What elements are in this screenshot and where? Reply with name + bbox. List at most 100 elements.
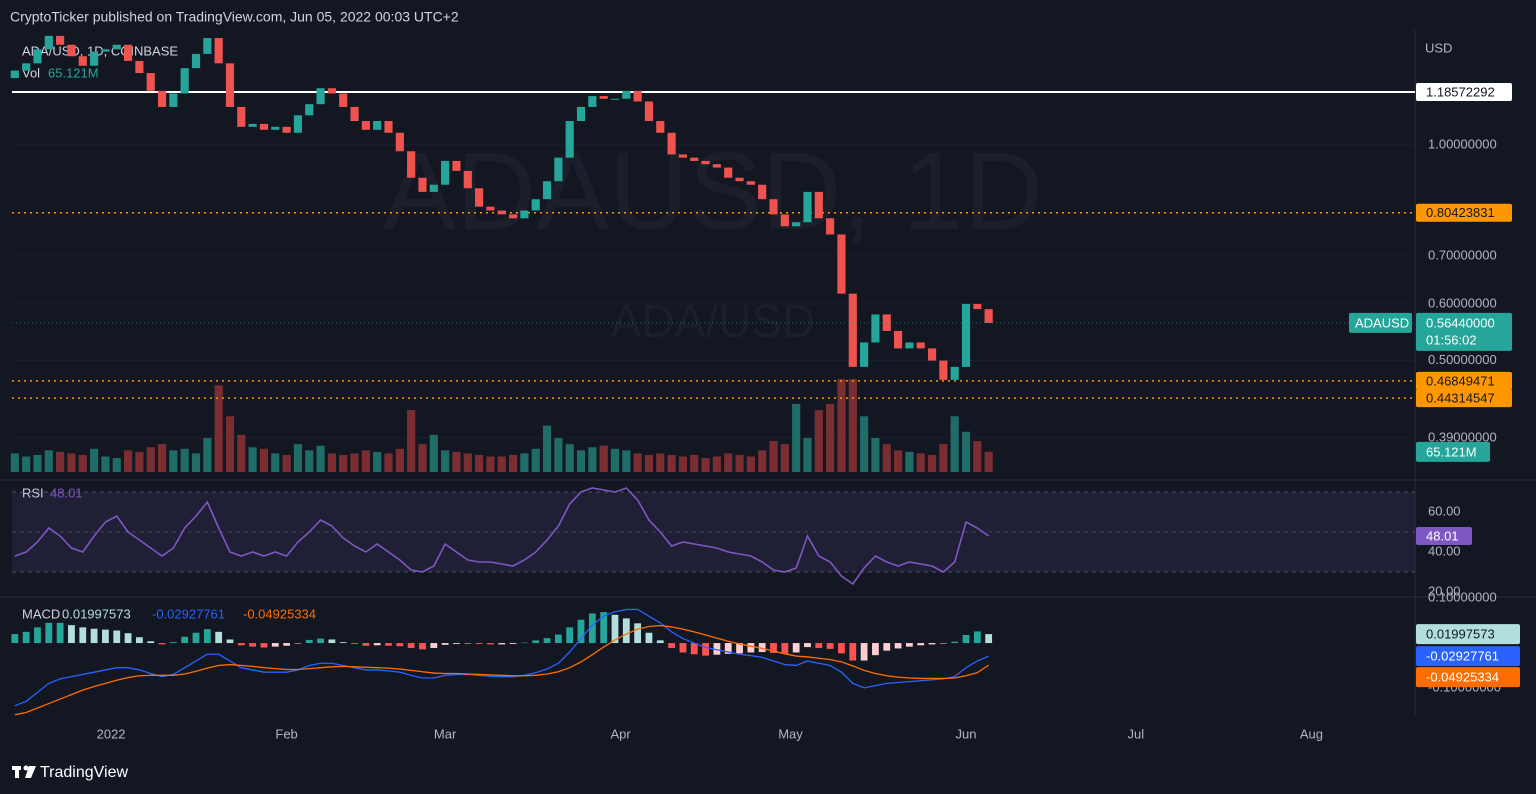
volume-bar — [225, 416, 235, 472]
candle-body — [407, 151, 416, 178]
candle-body — [769, 199, 778, 215]
candle-body — [373, 121, 382, 130]
volume-bar — [758, 450, 767, 472]
last-price-label: 0.56440000 — [1426, 315, 1495, 330]
macd-value-label: 0.01997573 — [1426, 627, 1495, 642]
level-label: 0.44314547 — [1426, 391, 1495, 406]
volume-bar — [939, 444, 948, 472]
candle-body — [44, 35, 53, 50]
macd-histogram-bar — [90, 628, 98, 644]
rsi-value-label: 48.01 — [1426, 528, 1459, 543]
volume-bar — [90, 448, 99, 472]
x-tick-label: Apr — [611, 726, 632, 741]
macd-legend-value: -0.04925334 — [243, 606, 316, 621]
candle-body — [146, 73, 155, 91]
x-tick-label: Mar — [434, 726, 457, 741]
candle-body — [656, 121, 665, 133]
volume-bar — [146, 447, 155, 472]
candle-body — [112, 44, 121, 50]
macd-histogram-bar — [475, 643, 483, 644]
y-tick-label: 0.60000000 — [1428, 295, 1497, 310]
volume-bar — [656, 453, 665, 472]
candle-body — [678, 154, 688, 158]
macd-histogram-bar — [668, 643, 675, 648]
candle-body — [248, 123, 257, 127]
symbol-box — [1349, 312, 1412, 333]
volume-bar — [973, 441, 982, 472]
volume-bar — [565, 444, 574, 472]
macd-histogram-bar — [838, 643, 845, 654]
macd-histogram-bar — [373, 643, 381, 646]
candle-body — [531, 199, 540, 211]
volume-bar — [384, 453, 393, 472]
macd-histogram-bar — [985, 634, 993, 644]
macd-histogram-bar — [453, 643, 460, 644]
candle-body — [848, 293, 857, 367]
candle-body — [576, 106, 586, 122]
volume-bar — [644, 454, 654, 472]
candle-body — [327, 88, 336, 94]
macd-histogram-bar — [45, 622, 53, 644]
candle-body — [101, 49, 110, 52]
macd-histogram-bar — [645, 632, 653, 644]
macd-histogram-bar — [532, 640, 540, 644]
macd-histogram-bar — [158, 643, 166, 645]
candle-body — [305, 104, 314, 116]
volume-bar — [214, 385, 223, 472]
volume-bar — [599, 445, 608, 472]
macd-histogram-bar — [407, 643, 415, 648]
volume-bar — [724, 453, 733, 472]
macd-histogram-bar — [34, 627, 41, 644]
macd-value-label: -0.02927761 — [1426, 649, 1499, 664]
volume-bar — [180, 448, 189, 472]
candle-body — [237, 106, 246, 127]
macd-histogram-bar — [203, 629, 211, 644]
candle-body — [475, 188, 484, 207]
x-tick-label: Jun — [956, 726, 977, 741]
candle-body — [10, 70, 19, 79]
macd-histogram-bar — [702, 643, 709, 656]
volume-bar — [814, 410, 823, 472]
macd-histogram-bar — [758, 643, 766, 653]
volume-bar — [542, 425, 552, 472]
volume-bar — [56, 451, 65, 472]
volume-bar — [78, 454, 87, 472]
volume-bar — [373, 451, 382, 472]
brand-name: TradingView — [40, 764, 128, 781]
candle-body — [486, 206, 495, 211]
candle-body — [78, 56, 87, 66]
candle-body — [542, 181, 552, 200]
candle-body — [395, 132, 404, 152]
volume-bar — [361, 450, 370, 472]
volume-bar — [101, 456, 110, 472]
macd-line — [14, 624, 990, 716]
y-tick-label: 0.50000000 — [1428, 352, 1497, 367]
macd-histogram-bar — [509, 643, 517, 644]
rsi-band — [12, 492, 1415, 572]
candle-body — [882, 314, 891, 331]
level-label: 0.46849471 — [1426, 373, 1495, 388]
volume-bar — [157, 444, 167, 472]
volume-bar — [610, 448, 620, 472]
candle-body — [180, 68, 189, 94]
macd-histogram-bar — [11, 634, 19, 644]
x-tick-label: Aug — [1300, 726, 1323, 741]
volume-bar — [508, 454, 518, 472]
volume-bar — [327, 453, 336, 472]
candle-body — [520, 210, 529, 219]
volume-bar — [486, 456, 495, 472]
volume-bar — [893, 450, 903, 472]
candle-body — [554, 157, 563, 182]
volume-bar — [395, 448, 404, 472]
volume-bar — [237, 434, 246, 472]
candle-body — [588, 96, 597, 107]
macd-histogram-bar — [419, 643, 426, 650]
volume-bar — [803, 437, 812, 472]
macd-histogram-bar — [622, 618, 630, 644]
volume-bar — [531, 448, 540, 472]
volume-bar — [316, 445, 325, 472]
candle-body — [667, 132, 676, 155]
candle-body — [724, 167, 733, 178]
